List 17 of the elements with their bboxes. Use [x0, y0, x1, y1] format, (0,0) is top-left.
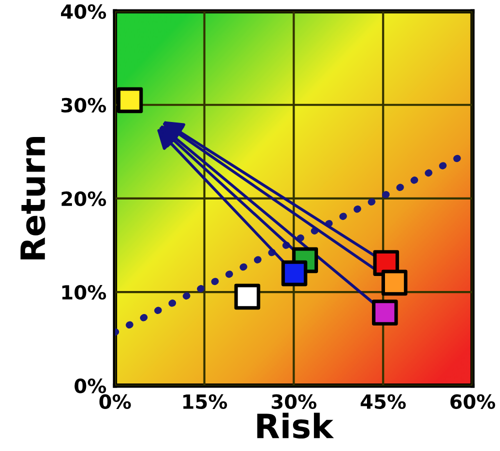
point [372, 300, 398, 326]
x-tick-label: 30% [272, 394, 316, 409]
point [116, 87, 143, 114]
y-tick-label: 20% [62, 191, 106, 206]
y-tick-label: 10% [62, 284, 106, 300]
y-tick-label: 40% [61, 4, 106, 19]
x-tick-label: 15% [183, 394, 228, 409]
x-tick-label: 0% [99, 394, 131, 409]
y-axis-title: Return [20, 136, 46, 260]
y-tick-label: 0% [74, 378, 106, 394]
point [281, 260, 308, 286]
point [382, 270, 408, 296]
x-tick-label: 60% [450, 394, 496, 409]
y-tick-label: 30% [61, 98, 106, 113]
x-tick-label: 45% [360, 394, 406, 409]
point [234, 284, 260, 310]
x-axis-title: Risk [257, 412, 334, 439]
